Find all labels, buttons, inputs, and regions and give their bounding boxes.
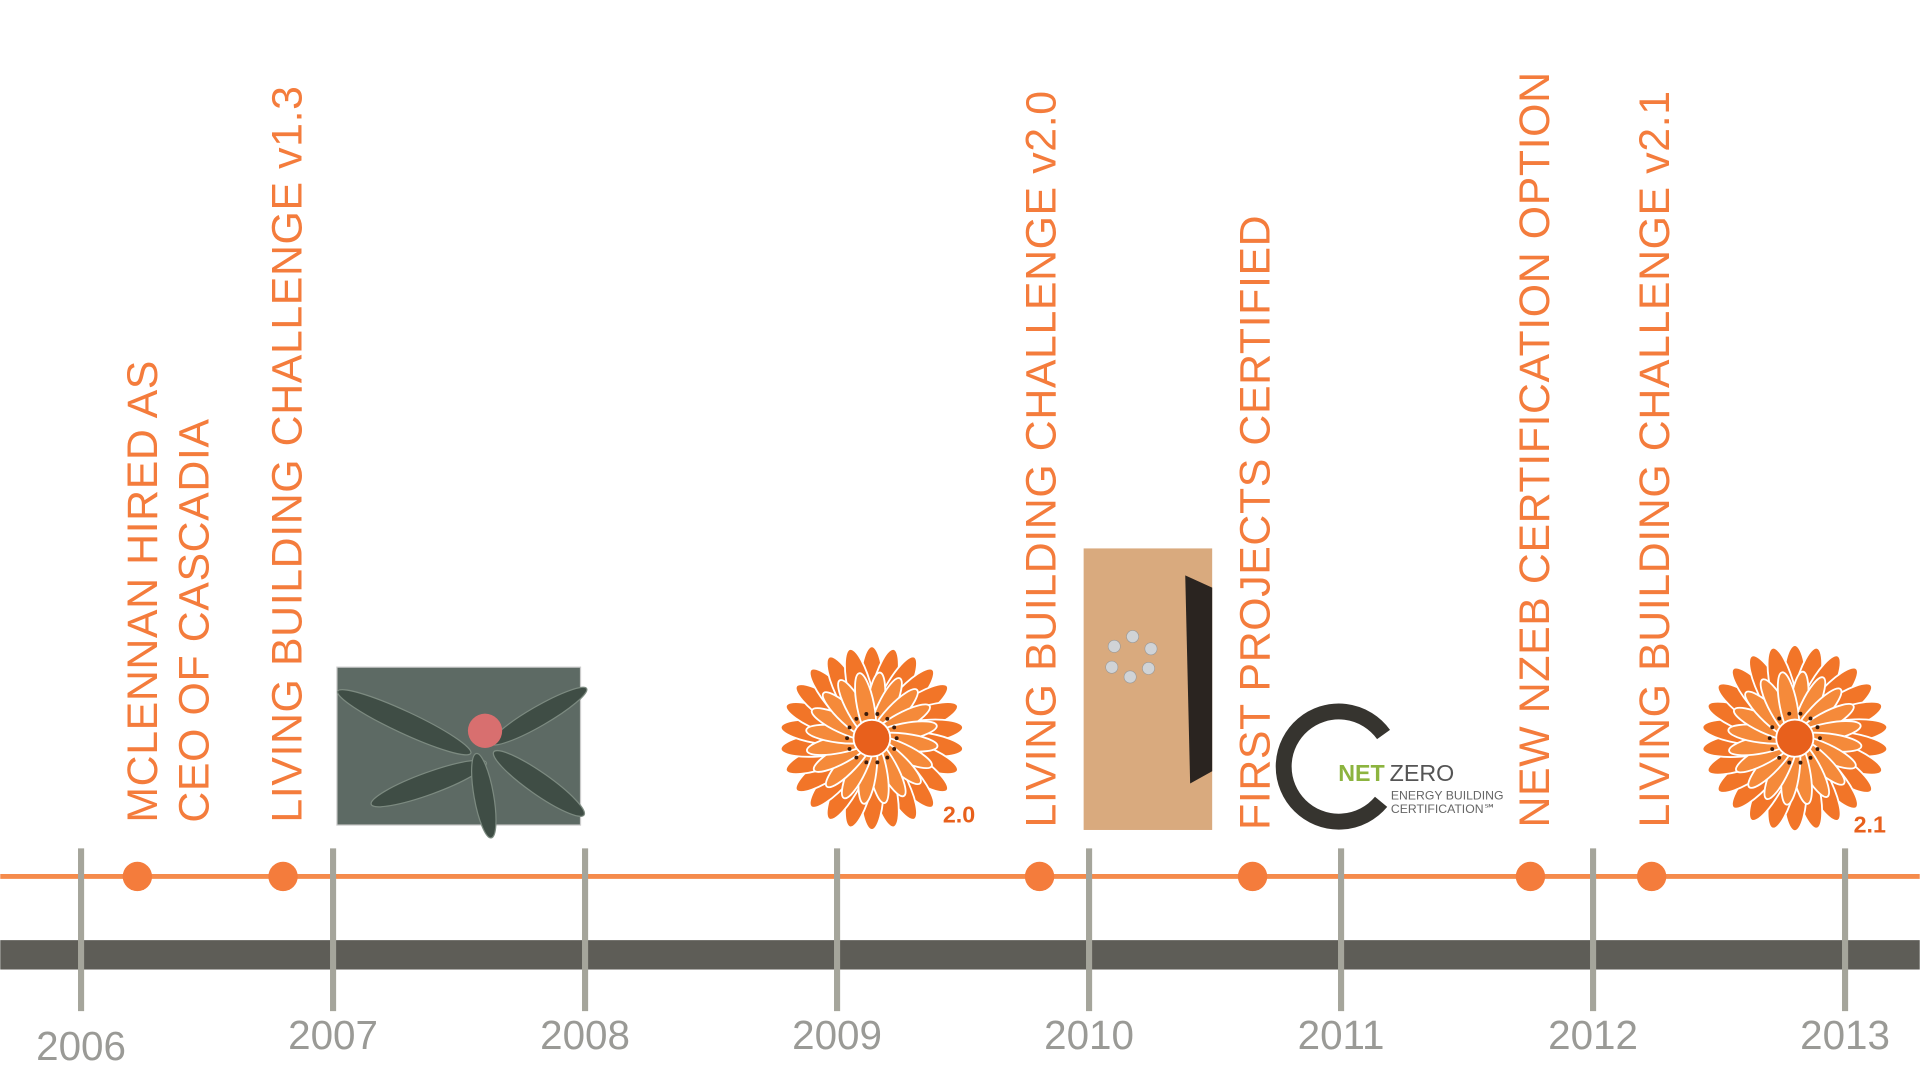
event-dot <box>1515 861 1546 892</box>
seed <box>845 736 850 741</box>
seed <box>1777 755 1782 760</box>
event-label: LIVING BUILDING CHALLENGE v1.3 <box>263 85 311 822</box>
year-label: 2011 <box>1298 1012 1385 1058</box>
year-label: 2006 <box>36 1023 126 1065</box>
seed <box>1808 716 1813 721</box>
netzero-logo: NET ZERO ENERGY BUILDING CERTIFICATION℠ <box>1275 703 1504 830</box>
flower-center <box>1775 718 1815 758</box>
plaque-disc <box>1107 639 1121 653</box>
seed <box>864 760 869 765</box>
event-dot <box>268 861 298 892</box>
seed <box>1808 755 1813 760</box>
seed <box>1815 725 1820 730</box>
seed <box>1787 760 1792 765</box>
netzero-line2: CERTIFICATION℠ <box>1391 802 1496 816</box>
leaf <box>370 759 487 808</box>
year-label: 2012 <box>1548 1012 1638 1058</box>
seed <box>894 736 899 741</box>
event-dot <box>122 861 153 892</box>
event-label: FIRST PROJECTS CERTIFIED <box>1232 215 1280 830</box>
year-label: 2008 <box>540 1012 630 1058</box>
seed <box>854 716 859 721</box>
seed <box>892 746 897 751</box>
seed <box>1798 760 1803 765</box>
flower-center <box>852 718 892 758</box>
seed <box>864 712 869 716</box>
leaf <box>492 749 586 817</box>
seed <box>1798 711 1803 716</box>
netzero-net: NET <box>1338 760 1385 786</box>
plaque-disc <box>1123 670 1137 684</box>
seed <box>847 725 852 730</box>
plaque-disc <box>1142 661 1155 675</box>
year-label: 2009 <box>792 1012 882 1058</box>
event-dot <box>1636 861 1667 892</box>
seed <box>875 760 880 765</box>
event-label: NEW NZEB CERTIFICATION OPTION <box>1511 71 1559 827</box>
netzero-line1: ENERGY BUILDING <box>1391 788 1504 802</box>
seed <box>1815 747 1820 752</box>
netzero-zero: ZERO <box>1390 760 1455 786</box>
seed <box>1777 716 1782 721</box>
seed <box>1818 736 1822 741</box>
year-label: 2007 <box>288 1012 378 1058</box>
seed <box>885 755 890 760</box>
year-label: 2010 <box>1044 1012 1134 1058</box>
seed <box>1767 736 1772 741</box>
event-label: LIVING BUILDING CHALLENGE v2.1 <box>1631 90 1679 827</box>
year-label: 2013 <box>1800 1012 1890 1058</box>
event-label: CEO OF CASCADIA <box>170 418 218 822</box>
seed <box>847 746 852 751</box>
event-label: LIVING BUILDING CHALLENGE v2.0 <box>1017 90 1065 827</box>
flower-badge <box>1701 644 1889 833</box>
plaque-edge <box>1185 575 1213 784</box>
event-dot <box>1024 861 1055 892</box>
seed <box>1770 747 1775 752</box>
bud <box>467 713 503 748</box>
seed <box>892 725 897 730</box>
event-dot <box>1237 861 1268 892</box>
seed <box>885 716 890 721</box>
plaque <box>1083 548 1213 830</box>
plaque-disc <box>1126 630 1140 643</box>
plaque-disc <box>1105 660 1119 674</box>
seed <box>1770 725 1775 730</box>
event-label: MCLENNAN HIRED AS <box>119 360 167 823</box>
event-dots <box>122 861 1667 892</box>
leaf <box>471 752 497 839</box>
badge-label: 2.1 <box>1854 811 1886 837</box>
leaf <box>336 689 472 756</box>
badge-label: 2.0 <box>943 802 975 828</box>
seed <box>854 755 859 760</box>
year-ticks: 2006 2007 2008 2009 2010 2011 2012 2013 <box>36 848 1890 1065</box>
flower-badge <box>779 645 964 831</box>
photo <box>336 666 588 839</box>
netzero-ring <box>1275 703 1391 830</box>
seed <box>875 712 880 716</box>
base-bar <box>0 940 1920 970</box>
event-labels: MCLENNAN HIRED AS CEO OF CASCADIA LIVING B… <box>119 71 1679 830</box>
plaque-disc <box>1144 642 1158 656</box>
seed <box>1787 711 1792 716</box>
